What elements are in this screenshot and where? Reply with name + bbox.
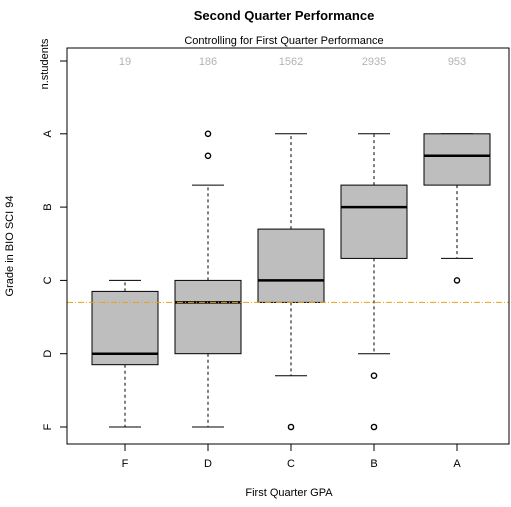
outlier-point [287,423,295,431]
box [340,184,408,259]
x-tick-label: B [370,458,377,470]
y-tick-label: F [42,423,54,430]
box [174,279,242,355]
count-label: 19 [119,56,131,68]
plot-frame [66,47,510,445]
y-tick-label: D [42,350,54,358]
box [257,228,325,303]
chart-subtitle: Controlling for First Quarter Performanc… [184,35,383,47]
y-tick-label: C [42,276,54,284]
count-label: 2935 [362,56,386,68]
y-axis-label: Grade in BIO SCI 94 [4,196,16,297]
x-tick-label: C [287,458,295,470]
outlier-point [370,372,378,379]
y-tick-label: B [42,203,54,210]
x-tick-label: F [122,458,129,470]
count-label: 1562 [279,56,303,68]
outlier-point [204,130,212,138]
count-axis-label: n.students [39,38,51,89]
outlier-point [370,423,378,431]
outlier-point [204,152,212,160]
box [423,133,491,186]
x-tick-label: D [204,458,212,470]
y-tick-label: A [42,129,54,137]
chart-title: Second Quarter Performance [194,8,375,23]
count-label: 186 [199,56,217,68]
outlier-point [453,277,461,284]
x-tick-label: A [453,458,461,470]
x-axis-label: First Quarter GPA [245,487,333,499]
count-label: 953 [448,56,466,68]
